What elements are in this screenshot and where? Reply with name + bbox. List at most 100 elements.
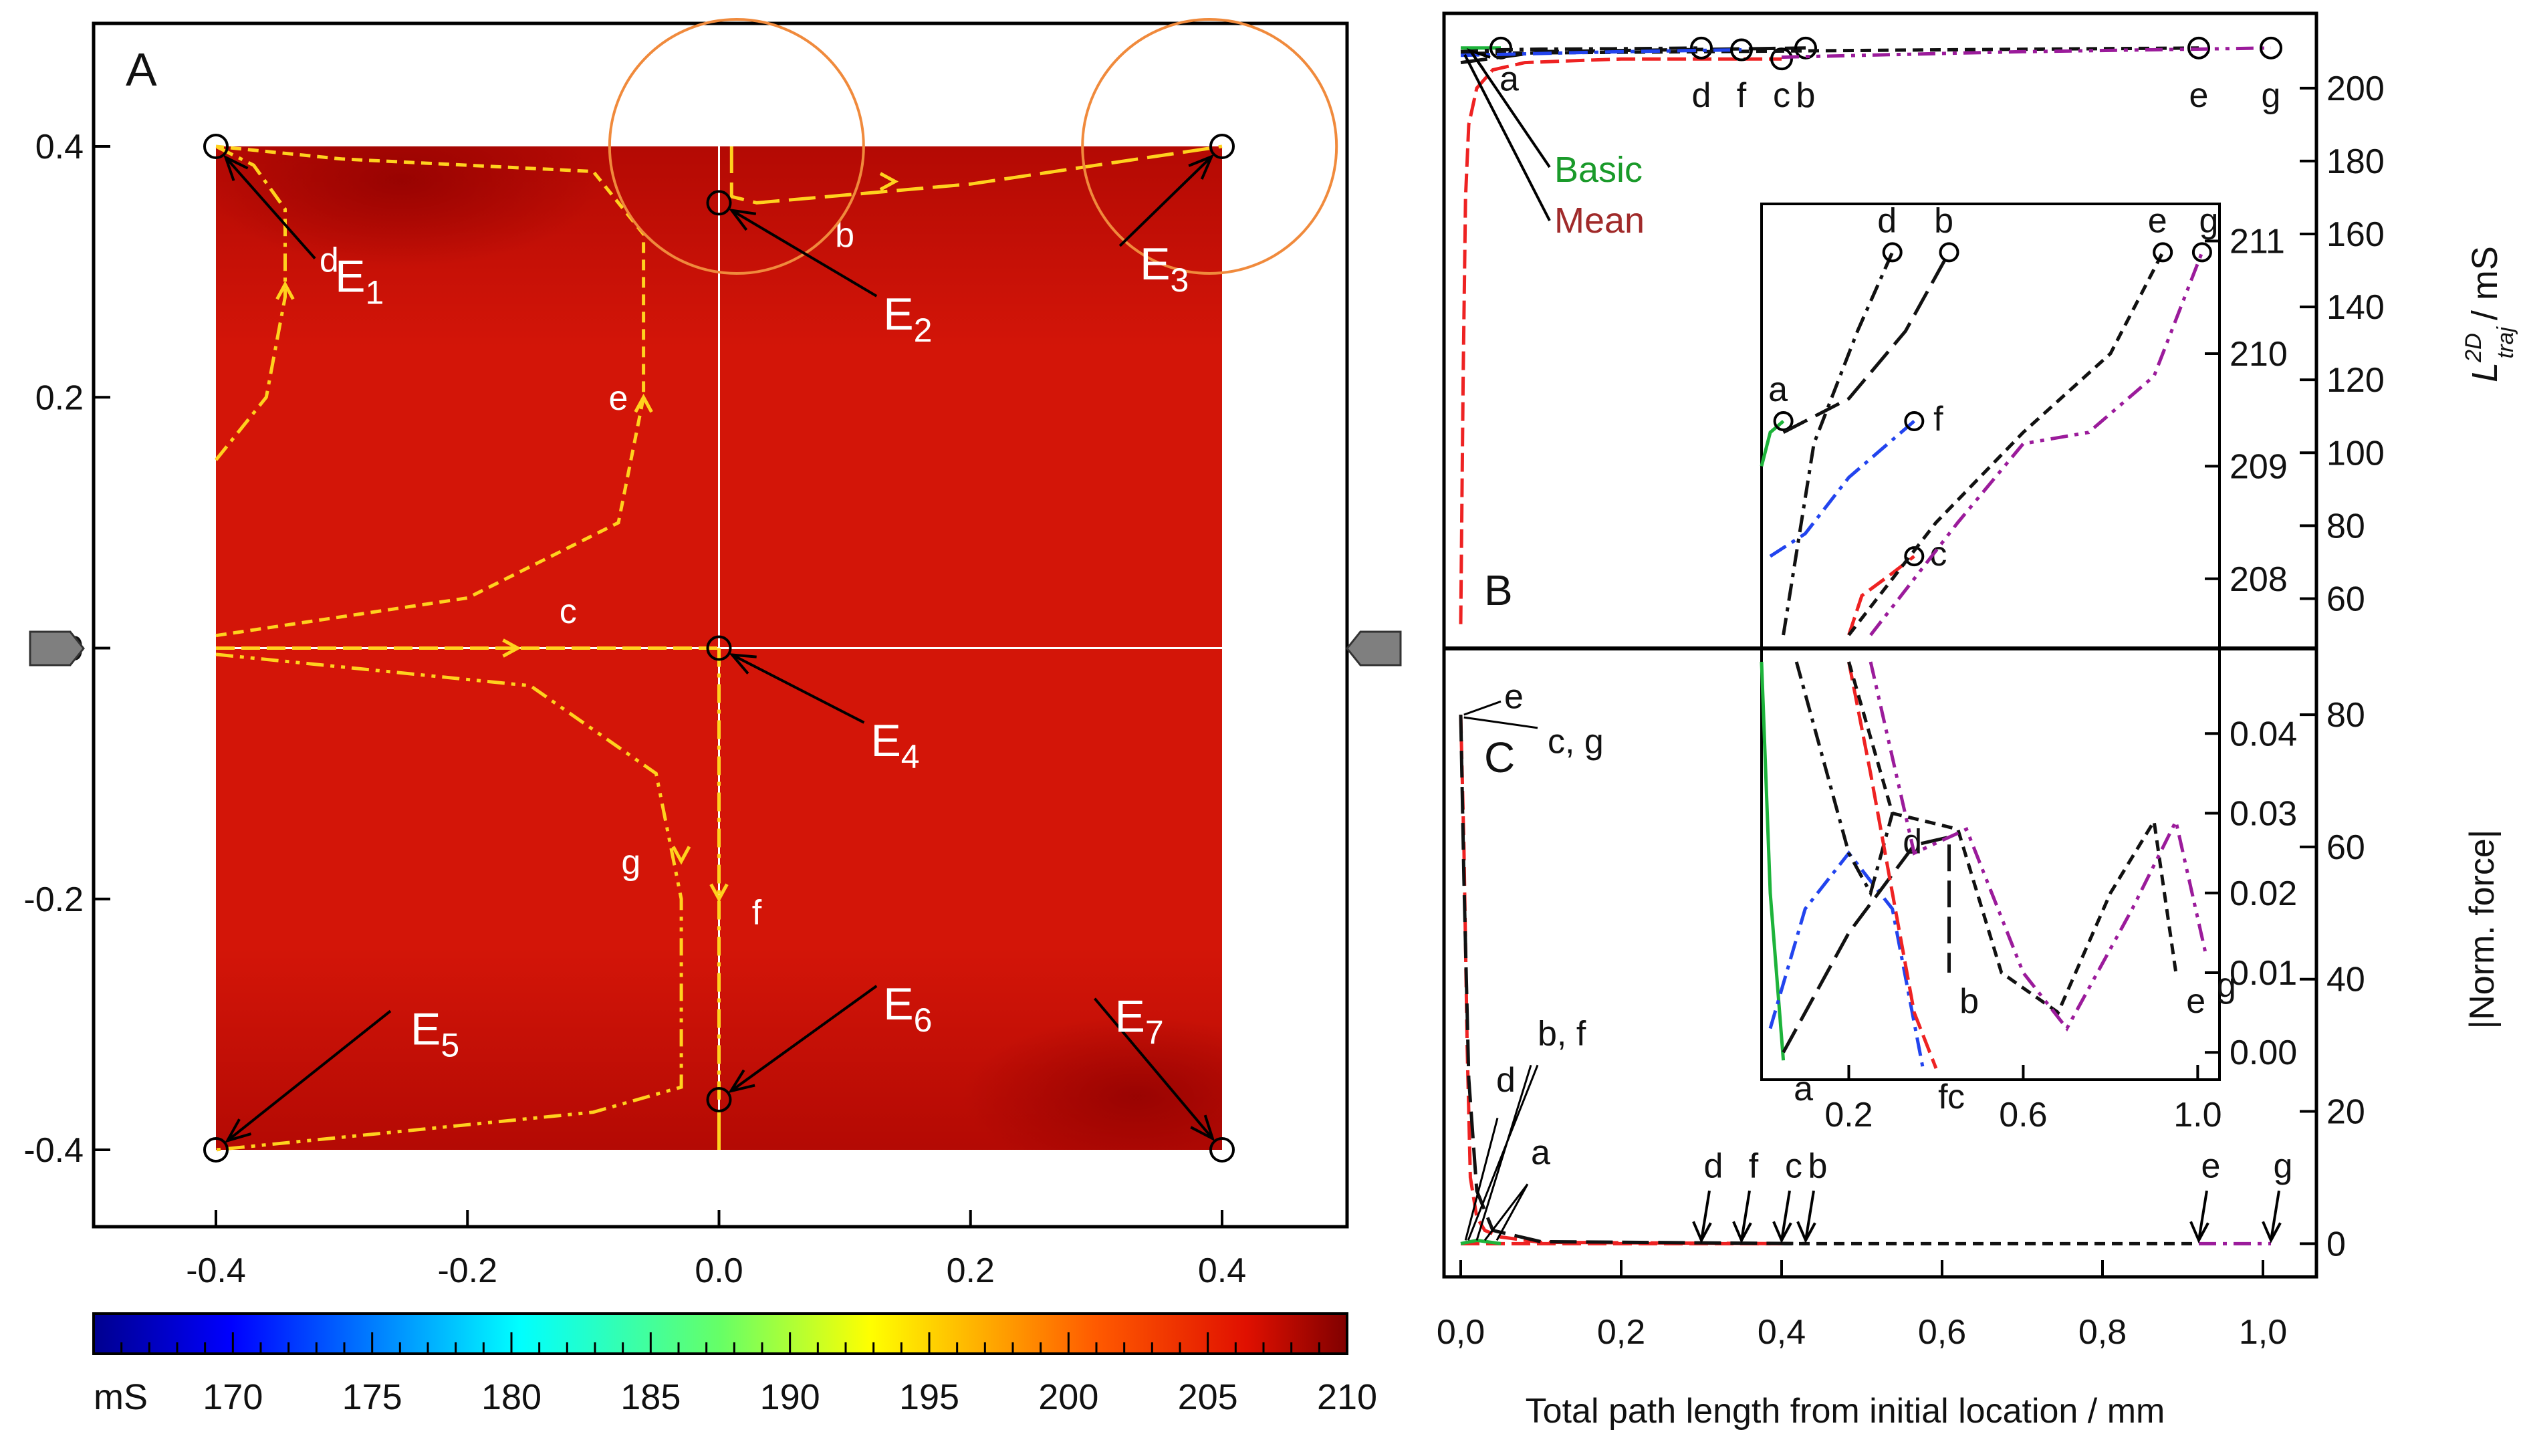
y-tick-label-b: 120 bbox=[2326, 361, 2385, 400]
inset-c-label-f: f bbox=[1938, 1078, 1948, 1116]
trajectory-g bbox=[215, 652, 683, 1152]
inset-c-y-tick-label: 0.01 bbox=[2230, 954, 2297, 993]
inset-c-series-b bbox=[1782, 835, 1951, 1054]
electrode-arrowhead bbox=[1188, 154, 1215, 180]
start-label-c: e bbox=[1504, 677, 1524, 716]
x-tick-label: -0.2 bbox=[437, 1251, 497, 1290]
electrode-arrowhead bbox=[1190, 1114, 1215, 1142]
left-edge-marker bbox=[29, 630, 85, 666]
series-b-d bbox=[1460, 46, 1702, 53]
series-b-g bbox=[1781, 46, 2272, 59]
inset-c-series-a bbox=[1760, 661, 1786, 1061]
arrowhead-c-f bbox=[1732, 1221, 1752, 1243]
trajectory-label-f: f bbox=[752, 893, 762, 932]
highlight-circle bbox=[608, 18, 865, 275]
colorbar-gradient bbox=[92, 1312, 1348, 1355]
y-tick-label-c: 20 bbox=[2326, 1093, 2365, 1132]
electrode-arrow bbox=[731, 209, 878, 297]
endpoint-b-c bbox=[1770, 47, 1793, 71]
x-tick-label: -0.4 bbox=[186, 1251, 246, 1290]
arrowhead-c-e bbox=[2189, 1221, 2209, 1243]
colorbar-tick-label: 195 bbox=[899, 1377, 959, 1417]
electrode-subscript: 2 bbox=[914, 312, 933, 349]
inset-c-label-e: e bbox=[2186, 982, 2205, 1021]
electrode-subscript: 3 bbox=[1170, 261, 1189, 299]
colorbar-tick-label: 205 bbox=[1178, 1377, 1238, 1417]
x-tick-label: 0.4 bbox=[1198, 1251, 1246, 1290]
electrode-subscript: 4 bbox=[901, 738, 920, 775]
x-tick-label: 0.0 bbox=[695, 1251, 743, 1290]
x-axis-title: Total path length from initial location … bbox=[1526, 1392, 2165, 1431]
panel-a-overlay: -0.4-0.20.00.20.40.40.20.0-0.2-0.4abcdef… bbox=[23, 18, 1338, 1290]
series-b-e bbox=[1460, 46, 2199, 55]
y-tick-label-c: 40 bbox=[2326, 961, 2365, 999]
arrow-label-c-b: b bbox=[1808, 1146, 1828, 1185]
colorbar-tick-label: 200 bbox=[1038, 1377, 1098, 1417]
panel-a: -0.4-0.20.00.20.40.40.20.0-0.2-0.4abcdef… bbox=[23, 18, 1402, 1290]
endpoint-b-f bbox=[1730, 38, 1753, 62]
electrode-arrowhead bbox=[728, 208, 757, 231]
electrode-arrow bbox=[1093, 997, 1214, 1140]
x-tick-label: 0.2 bbox=[947, 1251, 995, 1290]
inset-b-y-tick-label: 210 bbox=[2230, 335, 2288, 374]
trajectory-arrow bbox=[634, 394, 653, 413]
inset-b-y-tick-label: 209 bbox=[2230, 447, 2288, 486]
electrode-5-marker bbox=[203, 1137, 229, 1163]
colorbar-tick-label: 185 bbox=[620, 1377, 681, 1417]
endpoint-label-b-b: b bbox=[1796, 76, 1816, 115]
electrode-arrow bbox=[226, 1009, 392, 1142]
colorbar-tick-label: 170 bbox=[203, 1377, 263, 1417]
inset-b-endpoint-a bbox=[1773, 411, 1794, 431]
y-tick-label-b: 160 bbox=[2326, 215, 2385, 254]
colorbar-tick-label: 175 bbox=[342, 1377, 402, 1417]
trajectory-label-d: d bbox=[320, 241, 339, 280]
y-tick-label-c: 60 bbox=[2326, 828, 2365, 867]
electrode-3-marker bbox=[1209, 134, 1235, 159]
arrowhead-c-c bbox=[1772, 1221, 1792, 1243]
inset-c-y-tick-label: 0.02 bbox=[2230, 874, 2297, 913]
y-tick-label-c: 0 bbox=[2326, 1225, 2346, 1263]
colorbar-tick-label: 180 bbox=[481, 1377, 542, 1417]
electrode-4-marker bbox=[706, 635, 732, 661]
start-label-c: d bbox=[1496, 1061, 1516, 1100]
inset-c-y-tick-label: 0.04 bbox=[2230, 715, 2297, 753]
arrowhead-c-g bbox=[2262, 1221, 2282, 1243]
inset-b-series-g bbox=[1869, 251, 2204, 636]
endpoint-label-b-d: d bbox=[1692, 76, 1711, 115]
inset-c-series-g bbox=[1869, 661, 2208, 1032]
colorbar: 170 175 180 185 190 195 200 205 210 mS bbox=[92, 1312, 1377, 1417]
colorbar-tick-label: 190 bbox=[760, 1377, 820, 1417]
inset-c-y-tick-label: 0.00 bbox=[2230, 1034, 2297, 1072]
trajectory-label-g: g bbox=[621, 843, 640, 882]
electrode-arrow bbox=[1118, 155, 1213, 247]
arrowhead-c-b bbox=[1796, 1221, 1816, 1243]
start-pointer-bottom bbox=[1464, 1064, 1539, 1241]
electrode-arrow bbox=[730, 985, 878, 1092]
start-label-c: a bbox=[1531, 1134, 1550, 1173]
legend-pointer bbox=[1463, 51, 1551, 221]
arrow-label-c-g: g bbox=[2274, 1146, 2293, 1185]
electrode-subscript: 5 bbox=[441, 1026, 459, 1064]
electrode-6-marker bbox=[706, 1086, 732, 1112]
panels-bc-frame bbox=[1442, 11, 2318, 1279]
panel-a-label: A bbox=[126, 43, 157, 96]
y-tick-label: -0.4 bbox=[23, 1131, 84, 1170]
electrode-arrow bbox=[731, 653, 865, 724]
inset-c-y-tick-label: 0.03 bbox=[2230, 795, 2297, 834]
y-tick-label-b: 140 bbox=[2326, 288, 2385, 327]
trajectory-b bbox=[729, 144, 1223, 205]
arrow-label-c-f: f bbox=[1749, 1146, 1759, 1185]
endpoint-label-b-c: c bbox=[1773, 76, 1790, 115]
series-c-b bbox=[1459, 715, 1806, 1245]
electrode-arrowhead bbox=[729, 653, 757, 675]
x-tick-label-c: 0,2 bbox=[1597, 1313, 1645, 1352]
inset-b-series-f bbox=[1769, 420, 1915, 558]
inset-c-series-c bbox=[1847, 661, 1938, 1070]
inset-b-series-a bbox=[1760, 420, 1785, 467]
inset-c-x-tick-label: 1.0 bbox=[2173, 1096, 2222, 1134]
inset-b-series-e bbox=[1847, 251, 2165, 636]
colorbar-unit: mS bbox=[94, 1377, 148, 1417]
